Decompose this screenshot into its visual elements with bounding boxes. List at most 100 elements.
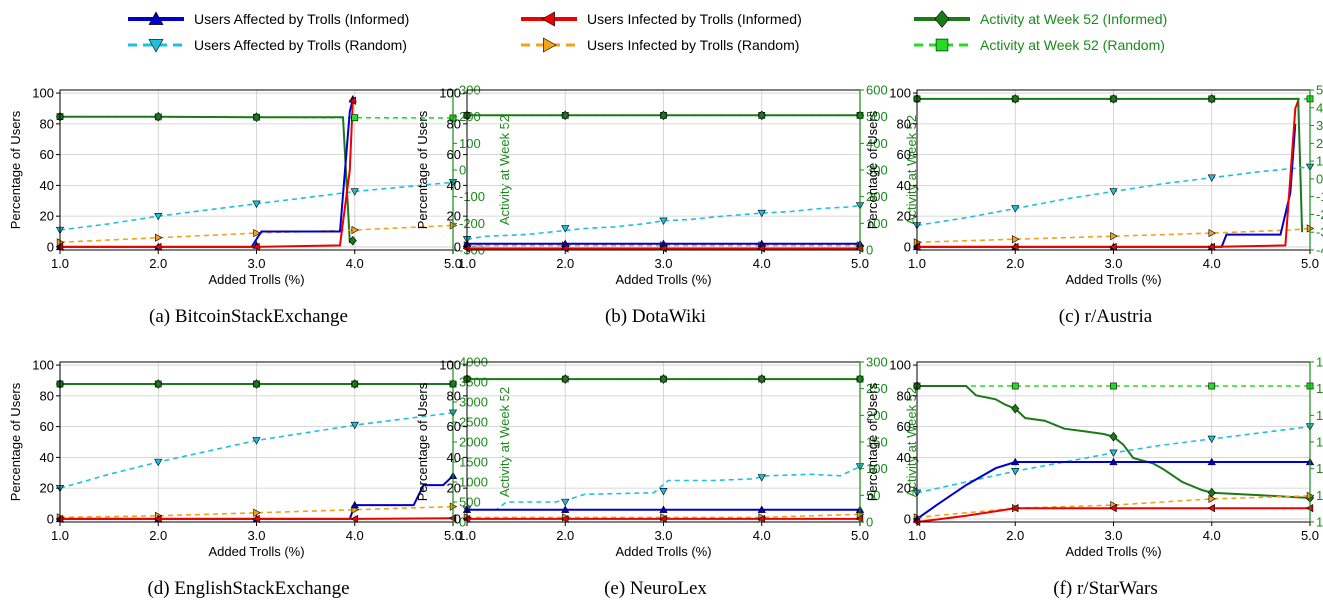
data-point-affected-random bbox=[659, 217, 668, 225]
y2-tick-label: 400 bbox=[866, 136, 888, 151]
data-point-affected-random bbox=[757, 209, 766, 218]
data-point-activity-random bbox=[1110, 382, 1117, 390]
data-point-infected-random bbox=[155, 233, 163, 242]
data-point-affected-informed bbox=[757, 505, 766, 513]
data-point-affected-informed bbox=[659, 505, 668, 513]
x-tick-label: 2.0 bbox=[556, 256, 574, 271]
legend-entry: Activity at Week 52 (Random) bbox=[914, 37, 1165, 53]
x-tick-label: 2.0 bbox=[1006, 256, 1024, 271]
x-tick-label: 1.0 bbox=[908, 528, 926, 543]
y-tick-label: 60 bbox=[447, 147, 461, 162]
data-point-infected-informed bbox=[1011, 242, 1019, 252]
y2-tick-label: 0 bbox=[866, 515, 873, 530]
data-point-infected-informed bbox=[561, 514, 569, 524]
data-point-affected-random bbox=[350, 188, 359, 196]
legend-label: Users Infected by Trolls (Random) bbox=[587, 37, 799, 53]
data-point-infected-informed bbox=[348, 96, 356, 105]
panel-caption: (e) NeuroLex bbox=[604, 578, 707, 599]
x-tick-label: 3.0 bbox=[654, 528, 672, 543]
data-point-infected-informed bbox=[252, 242, 260, 252]
x-tick-label: 2.0 bbox=[149, 528, 167, 543]
panels: 1.0 2.0 3.0 4.0 5.0020406080100-300-200-1000… bbox=[8, 83, 1323, 600]
y2-axis-label: Activity at Week 52 bbox=[497, 115, 512, 225]
y2-tick-label: -200 bbox=[459, 216, 485, 231]
data-point-infected-informed bbox=[1207, 504, 1215, 513]
y2-tick-label: 1000 bbox=[459, 475, 488, 490]
y-tick-label: 80 bbox=[40, 116, 54, 131]
data-point-infected-random bbox=[253, 228, 261, 238]
legend-label: Users Infected by Trolls (Informed) bbox=[587, 11, 802, 27]
y-axis-label: Percentage of Users bbox=[415, 110, 430, 229]
series-line-infected-random bbox=[917, 227, 1310, 244]
y2-tick-label: 100 bbox=[866, 461, 888, 476]
data-point-activity-informed bbox=[1109, 431, 1118, 442]
y2-tick-label: 18000 bbox=[1316, 355, 1323, 370]
y-axis-label: Percentage of Users bbox=[8, 110, 23, 229]
legend-marker bbox=[934, 10, 950, 28]
data-point-activity-informed bbox=[1011, 94, 1020, 104]
x-tick-label: 5.0 bbox=[851, 256, 869, 271]
y2-tick-label: 300 bbox=[1316, 118, 1323, 133]
x-tick-label: 3.0 bbox=[1104, 256, 1122, 271]
y2-tick-label: 14000 bbox=[1316, 461, 1323, 476]
data-point-infected-informed bbox=[154, 514, 162, 524]
y2-axis-label: Activity at Week 52 bbox=[904, 115, 919, 225]
x-axis-label: Added Trolls (%) bbox=[1065, 272, 1161, 287]
legend-entry: Activity at Week 52 (Informed) bbox=[914, 10, 1167, 28]
data-point-activity-informed bbox=[659, 110, 668, 121]
legend-label: Users Affected by Trolls (Informed) bbox=[194, 11, 409, 27]
x-tick-label: 5.0 bbox=[851, 528, 869, 543]
x-tick-label: 4.0 bbox=[1203, 256, 1221, 271]
data-point-infected-random bbox=[1208, 228, 1216, 238]
legend-marker bbox=[148, 39, 164, 53]
y2-tick-label: -100 bbox=[459, 189, 485, 204]
data-point-affected-random bbox=[1109, 188, 1118, 196]
y-tick-label: 40 bbox=[40, 450, 54, 465]
y-tick-label: 60 bbox=[897, 147, 911, 162]
data-point-activity-informed bbox=[252, 379, 261, 389]
data-point-infected-informed bbox=[1207, 242, 1215, 252]
y2-tick-label: 100 bbox=[866, 216, 888, 231]
y2-tick-label: 0 bbox=[1316, 171, 1323, 186]
series-line-activity-informed bbox=[917, 97, 1304, 233]
y-tick-label: 40 bbox=[447, 450, 461, 465]
y2-tick-label: 15000 bbox=[1316, 435, 1323, 450]
x-axis-label: Added Trolls (%) bbox=[615, 544, 711, 559]
data-point-affected-random bbox=[1011, 468, 1020, 476]
data-point-affected-informed bbox=[350, 500, 359, 509]
y2-tick-label: 2000 bbox=[459, 435, 488, 450]
chart-panel: 1.0 2.0 3.0 4.0 5.0 0 20 40 60 80 100 -400 -300 -200 -… bbox=[865, 83, 1323, 328]
series-line-affected-random bbox=[467, 204, 860, 240]
data-point-activity-informed bbox=[154, 379, 163, 389]
y2-tick-label: 200 bbox=[866, 189, 888, 204]
y2-tick-label: 12000 bbox=[1316, 515, 1323, 530]
x-tick-label: 4.0 bbox=[1203, 528, 1221, 543]
y2-tick-label: 200 bbox=[1316, 136, 1323, 151]
y-tick-label: 80 bbox=[40, 388, 54, 403]
data-point-infected-random bbox=[1208, 494, 1216, 504]
data-point-activity-informed bbox=[561, 374, 570, 384]
y-tick-label: 80 bbox=[447, 116, 461, 131]
data-point-activity-informed bbox=[1011, 403, 1020, 414]
y2-tick-label: 500 bbox=[866, 109, 888, 124]
x-tick-label: 4.0 bbox=[346, 256, 364, 271]
x-tick-label: 2.0 bbox=[149, 256, 167, 271]
panel-caption: (c) r/Austria bbox=[1059, 306, 1153, 327]
y-tick-label: 100 bbox=[889, 358, 911, 373]
y-axis-label: Percentage of Users bbox=[8, 382, 23, 501]
x-tick-label: 3.0 bbox=[654, 256, 672, 271]
data-point-infected-informed bbox=[252, 514, 260, 524]
y-tick-label: 100 bbox=[439, 358, 461, 373]
x-tick-label: 5.0 bbox=[1301, 528, 1319, 543]
y-tick-label: 20 bbox=[897, 481, 911, 496]
data-point-infected-informed bbox=[350, 514, 358, 524]
y-tick-label: 0 bbox=[454, 511, 461, 526]
data-point-infected-random bbox=[1012, 235, 1020, 244]
data-point-affected-random bbox=[252, 437, 261, 445]
x-tick-label: 2.0 bbox=[556, 528, 574, 543]
y-tick-label: 0 bbox=[904, 239, 911, 254]
legend-label: Activity at Week 52 (Informed) bbox=[980, 11, 1167, 27]
y-tick-label: 60 bbox=[897, 419, 911, 434]
